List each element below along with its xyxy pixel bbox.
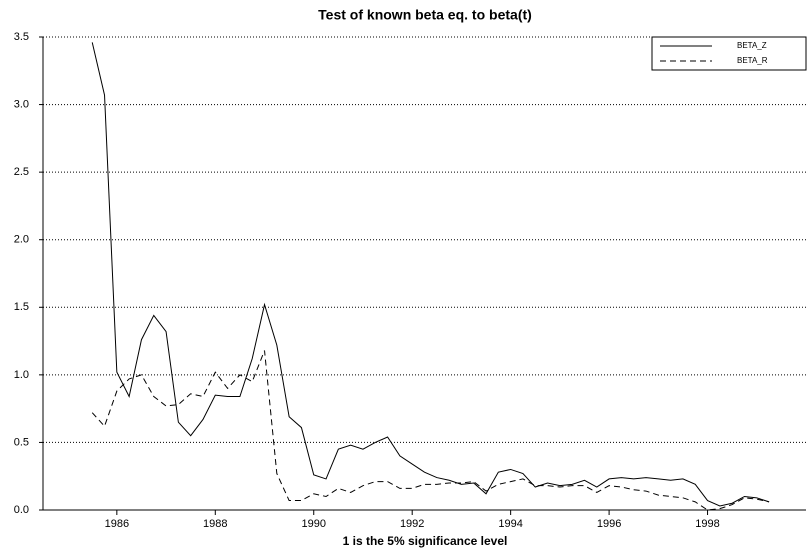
x-tick-label: 1994 — [498, 518, 522, 530]
y-tick-label: 2.5 — [14, 166, 29, 178]
x-tick-label: 1988 — [203, 518, 227, 530]
x-tick-label: 1996 — [597, 518, 621, 530]
x-tick-label: 1998 — [695, 518, 719, 530]
y-tick-label: 3.5 — [14, 31, 29, 43]
y-tick-label: 1.5 — [14, 301, 29, 313]
y-tick-label: 0.5 — [14, 436, 29, 448]
y-tick-label: 0.0 — [14, 504, 29, 516]
legend-label: BETA_R — [737, 56, 768, 65]
y-tick-label: 3.0 — [14, 98, 29, 110]
legend-box — [651, 36, 807, 71]
legend-label: BETA_Z — [737, 41, 767, 50]
chart-title: Test of known beta eq. to beta(t) — [318, 7, 532, 23]
x-tick-label: 1992 — [400, 518, 424, 530]
y-tick-label: 1.0 — [14, 369, 29, 381]
x-tick-label: 1986 — [105, 518, 129, 530]
x-tick-label: 1990 — [301, 518, 325, 530]
series-line — [91, 350, 770, 511]
series-line — [91, 42, 770, 507]
y-tick-label: 2.0 — [14, 234, 29, 246]
x-axis-title: 1 is the 5% significance level — [343, 534, 508, 548]
